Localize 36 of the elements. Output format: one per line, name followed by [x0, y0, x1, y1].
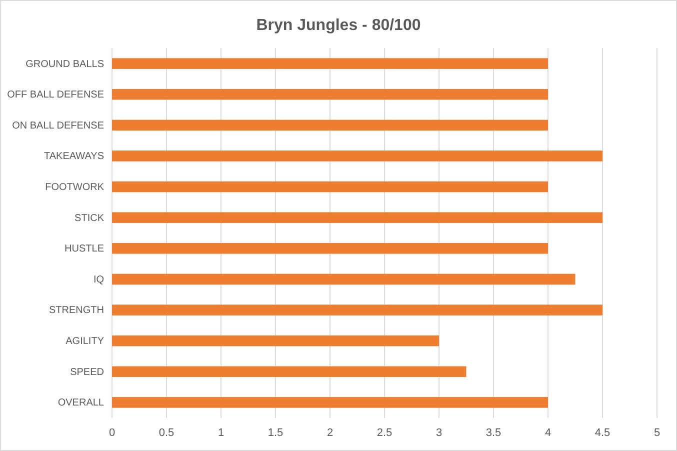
y-tick-label: AGILITY	[66, 336, 104, 348]
x-tick-label: 2	[326, 426, 334, 439]
x-tick-label: 3.5	[486, 426, 502, 439]
x-tick-label: 0.5	[158, 426, 174, 439]
x-tick-label: 5	[654, 426, 660, 439]
y-tick-label: OFF BALL DEFENSE	[7, 90, 104, 101]
bar	[112, 397, 548, 408]
y-tick-label: GROUND BALLS	[26, 58, 104, 70]
x-tick-label: 1	[218, 426, 224, 439]
bar	[112, 88, 548, 100]
bar	[112, 366, 466, 378]
bar	[112, 181, 548, 192]
y-tick-label: ON BALL DEFENSE	[12, 120, 104, 132]
y-tick-label: OVERALL	[58, 398, 104, 409]
bar	[112, 274, 576, 285]
bar	[112, 304, 602, 316]
y-tick-label: FOOTWORK	[45, 182, 104, 193]
chart-title: Bryn Jungles - 80/100	[256, 17, 421, 34]
y-tick-label: SPEED	[70, 366, 104, 378]
y-tick-label: STRENGTH	[49, 305, 104, 316]
y-tick-label: STICK	[74, 212, 104, 224]
x-tick-label: 4	[544, 426, 552, 439]
x-tick-label: 1.5	[268, 426, 284, 439]
x-tick-label: 0	[108, 426, 116, 439]
x-tick-label: 3	[436, 426, 442, 439]
bar	[112, 58, 548, 69]
bar	[112, 120, 548, 131]
bar	[112, 212, 602, 223]
bar	[112, 243, 548, 254]
y-tick-label: TAKEAWAYS	[44, 151, 104, 162]
x-tick-label: 4.5	[594, 426, 610, 439]
bar	[112, 150, 602, 162]
y-tick-label: IQ	[93, 274, 104, 286]
x-tick-label: 2.5	[376, 426, 392, 439]
bar	[112, 335, 439, 346]
y-tick-label: HUSTLE	[64, 244, 104, 255]
